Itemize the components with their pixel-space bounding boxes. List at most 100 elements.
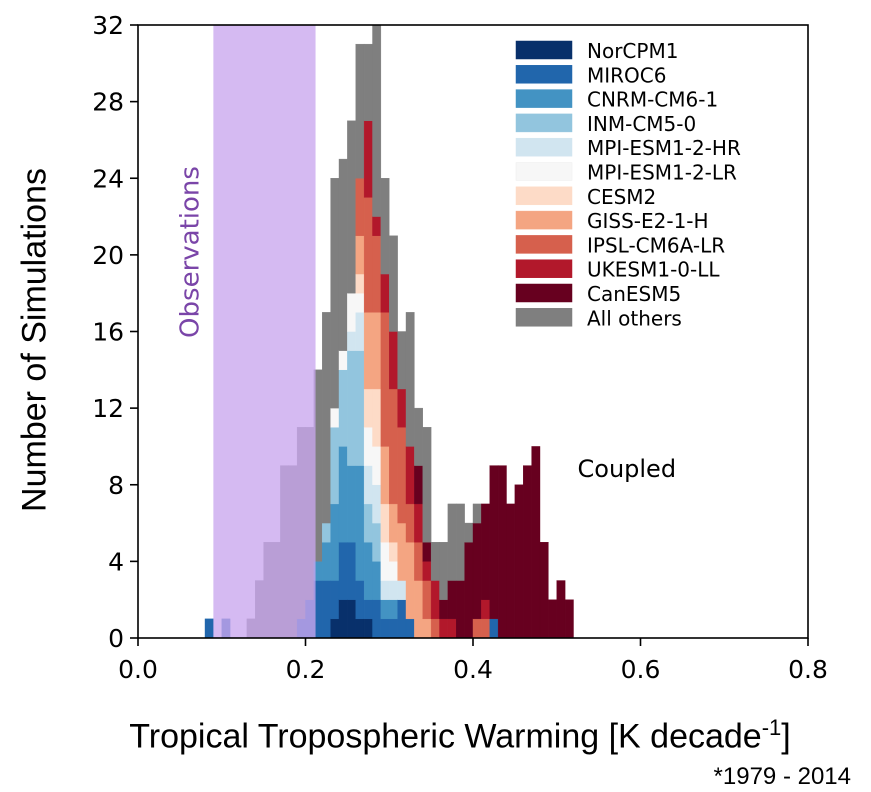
bar-segment-ukesm1-0-ll-bin-24 [405,446,415,505]
bar-segment-canesm5-bin-36 [506,503,516,639]
legend-label: MIROC6 [587,63,666,87]
bar-segment-mpi-esm1-2-hr-bin-21 [380,580,390,600]
bar-segment-mpi-esm1-2-lr-bin-15 [330,407,340,428]
x-tick-label: 0.2 [286,655,326,684]
legend-swatch [515,40,573,60]
legend-label: MPI-ESM1-2-HR [587,136,741,160]
x-tick-label: 0.0 [118,655,158,684]
bar-segment-ukesm1-0-ll-bin-26 [422,561,432,581]
legend-label: INM-CM5-0 [587,112,696,136]
bar-segment-ipsl-cm6a-lr-bin-25 [414,542,423,581]
bar-segment-canesm5-bin-25 [414,465,423,505]
y-axis-label: Number of Simulations [15,168,54,512]
legend-label: GISS-E2-1-H [587,209,709,233]
observations-label: Observations [175,166,205,338]
bar-segment-all-others-bin-26 [422,427,432,543]
bar-segment-all-others-bin-29 [447,503,457,581]
bar-segment-cesm2-bin-21 [380,503,390,543]
bar-segment-miroc6-bin-20 [372,599,382,639]
bar-segment-canesm5-bin-42 [556,580,566,639]
legend: NorCPM1MIROC6CNRM-CM6-1INM-CM5-0MPI-ESM1… [515,39,741,330]
bar-segment-mpi-esm1-2-hr-bin-18 [355,312,365,351]
bar-segment-cesm2-bin-19 [363,388,373,428]
bar-segment-ukesm1-0-ll-bin-19 [363,120,373,198]
bar-segment-ukesm1-0-ll-bin-23 [397,388,407,428]
legend-label: CESM2 [587,185,656,209]
bar-segment-inm-cm5-0-bin-18 [355,350,365,466]
bar-segment-ukesm1-0-ll-bin-28 [439,618,449,639]
bar-segment-canesm5-bin-32 [472,522,482,620]
y-tick-label: 8 [108,471,124,500]
bar-segment-giss-e2-1-h-bin-26 [422,618,432,639]
bar-segment-miroc6-bin-24 [405,618,415,639]
bar-segment-miroc6-bin-23 [397,599,407,639]
bar-segment-canesm5-bin-43 [564,599,574,639]
bar-segment-giss-e2-1-h-bin-20 [372,312,382,390]
axis-ticks: 0.0 0.2 0.4 0.6 0.8 0 4 8 12 16 20 24 28 32 [92,11,828,684]
bar-segment-all-others-bin-27 [430,542,440,581]
y-tick-label: 0 [108,624,124,653]
bar-segment-miroc6-bin-21 [380,618,390,639]
bar-segment-giss-e2-1-h-bin-24 [405,542,415,620]
bar-segment-ipsl-cm6a-lr-bin-27 [430,618,440,639]
bar-segment-norcpm1-bin-16 [338,599,348,639]
legend-swatch [515,259,573,278]
bar-segment-giss-e2-1-h-bin-21 [380,446,390,505]
x-tick-label: 0.8 [788,655,828,684]
bar-segment-inm-cm5-0-bin-15 [330,427,340,505]
legend-swatch [515,308,573,327]
bar-segment-canesm5-bin-40 [539,542,549,639]
observations-band [213,25,316,638]
bar-segment-ipsl-cm6a-lr-bin-19 [363,197,373,313]
bar-segment-all-others-bin-24 [405,312,415,447]
bar-segment-canesm5-bin-37 [514,484,524,639]
bar-segment-mpi-esm1-2-lr-bin-17 [347,292,356,332]
bar-segment-ukesm1-0-ll-bin-29 [447,618,457,639]
y-tick-label: 24 [92,164,124,193]
bar-segment-ipsl-cm6a-lr-bin-22 [389,388,398,505]
bar-segment-all-others-bin-22 [389,235,398,332]
bar-segment-miroc6-bin-19 [363,599,373,620]
legend-swatch [515,137,573,157]
bar-segment-inm-cm5-0-bin-14 [322,522,331,543]
legend-swatch [515,162,573,181]
bar-segment-mpi-esm1-2-hr-bin-20 [372,484,382,524]
bar-segment-canesm5-bin-41 [548,599,557,639]
bar-segment-miroc6-bin-22 [389,618,398,639]
bar-segment-ipsl-cm6a-lr-bin-26 [422,580,432,620]
bar-segment-cnrm-cm6-1-bin-15 [330,503,340,581]
bar-segment-ukesm1-0-ll-bin-22 [389,331,398,390]
bar-segment-canesm5-bin-38 [523,465,532,639]
bar-segment-canesm5-bin-31 [464,542,474,639]
period-footnote: *1979 - 2014 [713,763,851,790]
legend-label: MPI-ESM1-2-LR [587,161,737,185]
bar-segment-cnrm-cm6-1-bin-18 [355,465,365,581]
legend-swatch [515,89,573,108]
x-tick-label: 0.6 [621,655,661,684]
bar-segment-ipsl-cm6a-lr-bin-24 [405,503,415,543]
bar-segment-inm-cm5-0-bin-20 [372,522,382,562]
y-tick-label: 16 [92,318,124,347]
bar-segment-ipsl-cm6a-lr-bin-21 [380,312,390,447]
bar-segment-all-others-bin-21 [380,178,390,275]
legend-label: IPSL-CM6A-LR [587,233,725,257]
bar-segment-ipsl-cm6a-lr-bin-33 [481,618,490,639]
bar-segment-all-others-bin-15 [330,178,340,409]
bar-segment-ukesm1-0-ll-bin-25 [414,503,423,543]
y-tick-label: 28 [92,88,124,117]
bar-segment-miroc6-bin-0 [204,618,214,639]
y-tick-label: 20 [92,241,124,270]
bar-segment-canesm5-bin-28 [439,599,449,620]
bar-segment-cesm2-bin-20 [372,388,382,447]
bar-segment-ukesm1-0-ll-bin-21 [380,273,390,313]
bar-segment-mpi-esm1-2-hr-bin-19 [363,465,373,505]
bar-segment-canesm5-bin-30 [456,580,465,639]
bar-segment-all-others-bin-30 [456,503,465,581]
bar-segment-cnrm-cm6-1-bin-14 [322,542,331,581]
bar-segment-cesm2-bin-18 [355,273,365,294]
bar-segment-mpi-esm1-2-lr-bin-20 [372,446,382,485]
bar-segment-all-others-bin-28 [439,542,449,600]
bar-segment-canesm5-bin-35 [497,465,507,639]
legend-swatch [515,235,573,254]
y-tick-label: 4 [108,547,124,576]
